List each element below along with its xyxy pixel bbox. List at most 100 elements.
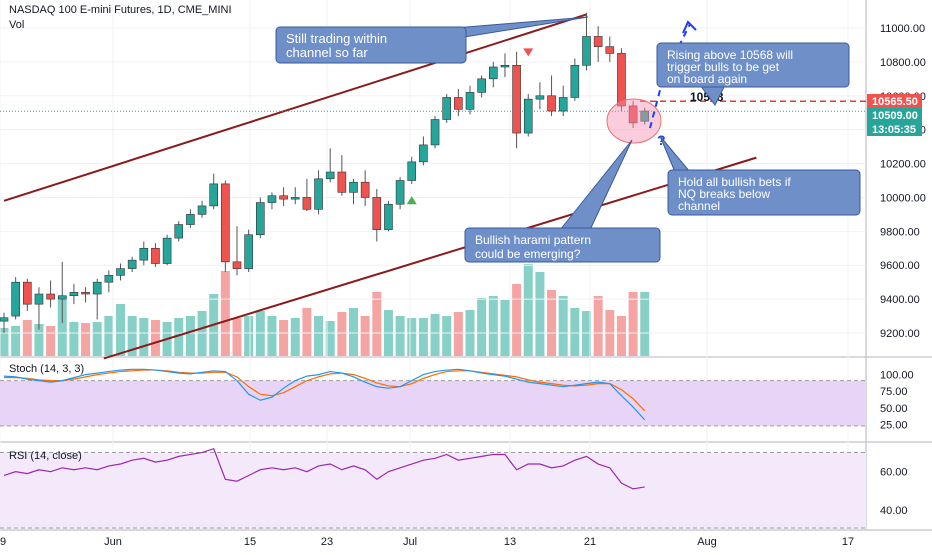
callout-harami-text-line: could be emerging? — [475, 247, 581, 261]
candle-body — [512, 64, 521, 134]
rsi-band — [0, 452, 866, 529]
price-tick-label: 10800.00 — [880, 57, 926, 69]
candle-body — [617, 53, 626, 107]
volume-bar — [535, 272, 545, 356]
candle-body — [419, 144, 428, 163]
volume-bar — [325, 321, 335, 356]
buy-marker — [406, 196, 417, 205]
candle-body — [34, 293, 44, 305]
candle-body — [186, 214, 195, 225]
callout-rising-text-line: on board again — [667, 72, 747, 86]
time-tick-label: Jun — [104, 536, 122, 548]
candle-body — [69, 292, 79, 297]
callout-harami-box — [464, 227, 661, 263]
volume-bar — [593, 296, 603, 356]
volume-bar — [46, 326, 56, 356]
volume-bar — [430, 314, 440, 356]
candle-body — [314, 178, 323, 210]
candle-body — [430, 119, 440, 146]
candle-body — [46, 293, 55, 300]
volume-bar — [372, 292, 382, 356]
volume-bar — [558, 296, 568, 356]
volume-bar — [523, 264, 533, 356]
time-tick-label: 21 — [584, 536, 596, 548]
candle-body — [232, 261, 242, 269]
chart-title: NASDAQ 100 E-mini Futures, 1D, CME_MINI — [9, 4, 232, 16]
time-tick-label: 19 — [0, 536, 6, 548]
price-tick-label: 11000.00 — [880, 23, 925, 35]
candle-body — [209, 183, 218, 207]
volume-bar — [244, 316, 254, 356]
volume-bar — [349, 308, 358, 356]
price-badge-label: 10565.50 — [872, 96, 918, 108]
volume-bar — [57, 296, 67, 356]
candle-body — [81, 292, 90, 295]
stoch-d-line — [4, 369, 646, 412]
volume-bar — [418, 318, 428, 356]
time-tick-label: 13 — [504, 536, 516, 548]
rsi-label: RSI (14, close) — [9, 450, 82, 462]
volume-bar — [92, 322, 102, 356]
candle-body — [384, 203, 393, 230]
price-tick-label: 9200.00 — [880, 328, 920, 340]
callout-harami-text-line: Bullish harami pattern — [475, 233, 591, 247]
candle-body — [139, 247, 149, 261]
price-badge — [867, 122, 922, 136]
candle-body — [302, 197, 312, 210]
volume-bar — [185, 316, 195, 356]
time-tick-label: Aug — [697, 536, 717, 548]
stoch-k-line — [3, 368, 646, 421]
candle-body — [92, 281, 102, 295]
volume-bar — [640, 292, 650, 356]
callout-hold-text-line: NQ breaks below — [678, 187, 770, 201]
volume-bar — [279, 320, 289, 356]
volume-bar — [150, 320, 160, 356]
stoch-label: Stoch (14, 3, 3) — [9, 363, 84, 375]
price-badge-label: 13:05:35 — [872, 124, 916, 136]
volume-bar — [34, 324, 44, 356]
callout-channel-box — [275, 26, 467, 64]
candle-body — [174, 224, 184, 239]
volume-bar — [570, 308, 580, 356]
candle-body — [407, 161, 417, 181]
candle-body — [57, 295, 67, 300]
candle-body — [535, 95, 545, 100]
candle-body — [22, 281, 32, 305]
stoch-tick-label: 75.00 — [880, 386, 908, 398]
candle-body — [290, 197, 300, 200]
volume-bar — [174, 318, 184, 356]
time-tick-label: Jul — [403, 536, 417, 548]
candle-body — [267, 195, 277, 203]
volume-bar — [500, 300, 510, 356]
volume-bar — [547, 290, 557, 356]
volume-bar — [477, 298, 487, 356]
price-badge — [867, 94, 922, 108]
candle-body — [0, 317, 9, 322]
callout-channel-text-line: channel so far — [286, 45, 368, 60]
price-badge — [867, 108, 922, 122]
projected-arrowhead — [682, 20, 697, 34]
candle-body — [197, 205, 207, 215]
volume-bar — [314, 316, 324, 356]
candle-body — [162, 237, 172, 264]
volume-bar — [488, 296, 498, 356]
price-badge-label: 10509.00 — [872, 110, 918, 122]
volume-bar — [69, 322, 79, 356]
callout-hold-text-line: channel — [678, 199, 720, 213]
candle-body — [582, 36, 591, 66]
volume-bar — [232, 318, 242, 356]
volume-bar — [616, 316, 626, 356]
candle-body — [279, 195, 288, 200]
stoch-tick-label: 50.00 — [880, 403, 908, 415]
callout-rising-text-line: trigger bulls to be get — [667, 60, 780, 74]
rsi-line — [3, 447, 645, 490]
volume-bar — [302, 308, 312, 356]
volume-label: Vol — [9, 19, 25, 31]
volume-bar — [104, 316, 114, 356]
candle-body — [500, 64, 510, 68]
